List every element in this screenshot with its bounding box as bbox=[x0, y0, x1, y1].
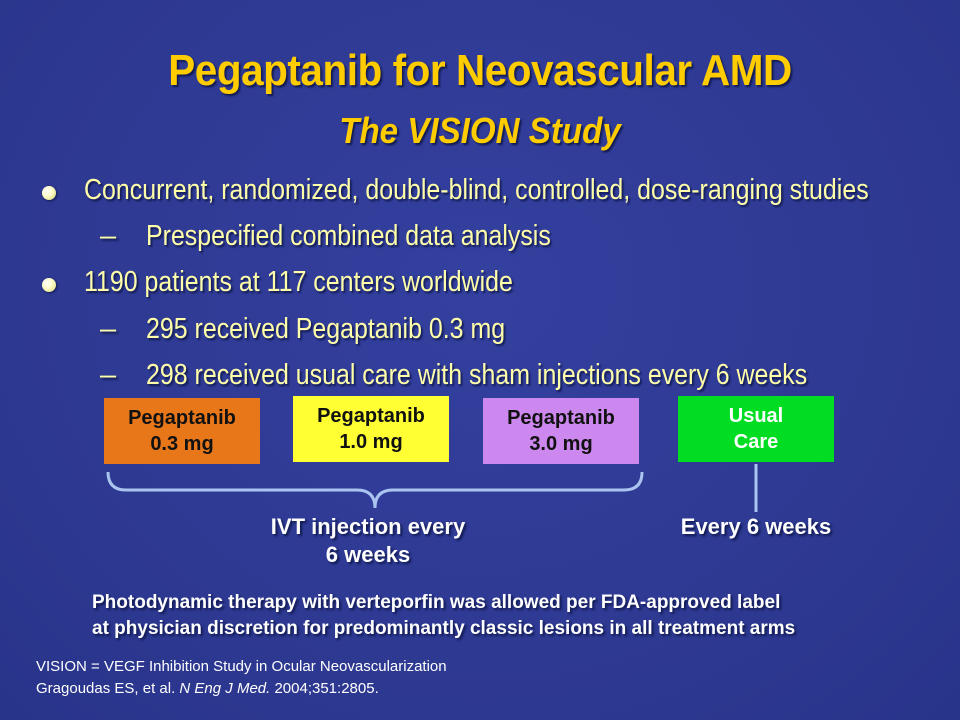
bullet-dot-icon bbox=[42, 278, 56, 292]
sub-bullet-dash: – bbox=[100, 359, 117, 391]
citation-rest: 2004;351:2805. bbox=[270, 680, 379, 697]
arm-box-line1: Usual bbox=[728, 405, 784, 427]
pdt-note-line1: Photodynamic therapy with verteporfin wa… bbox=[92, 592, 781, 613]
arm-box-line1: Pegaptanib bbox=[317, 405, 425, 427]
arm-box-pegaptanib-1-0: Pegaptanib 1.0 mg bbox=[293, 396, 449, 462]
bullet-dot-icon bbox=[42, 186, 56, 200]
sub-bullet-1-1: Prespecified combined data analysis bbox=[146, 220, 551, 252]
citation-authors: Gragoudas ES, et al. bbox=[36, 680, 180, 697]
arm-box-usual-care: Usual Care bbox=[678, 396, 834, 462]
ivt-label-line2: 6 weeks bbox=[325, 542, 411, 567]
sub-bullet-dash: – bbox=[100, 220, 117, 252]
ivt-label: IVT injection every 6 weeks bbox=[218, 513, 518, 569]
arm-box-line2: 0.3 mg bbox=[150, 433, 214, 455]
slide-subtitle: The VISION Study bbox=[339, 110, 621, 151]
arm-box-pegaptanib-0-3: Pegaptanib 0.3 mg bbox=[104, 398, 260, 464]
bullet-2: 1190 patients at 117 centers worldwide bbox=[84, 266, 513, 298]
citation: Gragoudas ES, et al. N Eng J Med. 2004;3… bbox=[36, 678, 379, 700]
sub-bullet-2-2: 298 received usual care with sham inject… bbox=[146, 359, 808, 391]
arm-box-line2: Care bbox=[733, 431, 779, 453]
sub-bullet-dash: – bbox=[100, 313, 117, 345]
arm-box-line1: Pegaptanib bbox=[507, 407, 615, 429]
sub-bullet-2-1: 295 received Pegaptanib 0.3 mg bbox=[146, 313, 506, 345]
arm-box-pegaptanib-3-0: Pegaptanib 3.0 mg bbox=[483, 398, 639, 464]
usual-care-label: Every 6 weeks bbox=[680, 514, 832, 539]
ivt-label-line1: IVT injection every bbox=[270, 514, 466, 539]
bullet-1: Concurrent, randomized, double-blind, co… bbox=[84, 174, 869, 206]
slide-title: Pegaptanib for Neovascular AMD bbox=[168, 46, 792, 95]
ivt-brace bbox=[106, 471, 644, 509]
arm-box-line2: 1.0 mg bbox=[339, 431, 403, 453]
citation-journal: N Eng J Med. bbox=[179, 680, 271, 697]
arm-box-line2: 3.0 mg bbox=[529, 433, 593, 455]
arm-box-line1: Pegaptanib bbox=[128, 407, 236, 429]
footnote: VISION = VEGF Inhibition Study in Ocular… bbox=[36, 658, 447, 675]
pdt-note: Photodynamic therapy with verteporfin wa… bbox=[92, 590, 922, 642]
pdt-note-line2: at physician discretion for predominantl… bbox=[92, 618, 796, 639]
